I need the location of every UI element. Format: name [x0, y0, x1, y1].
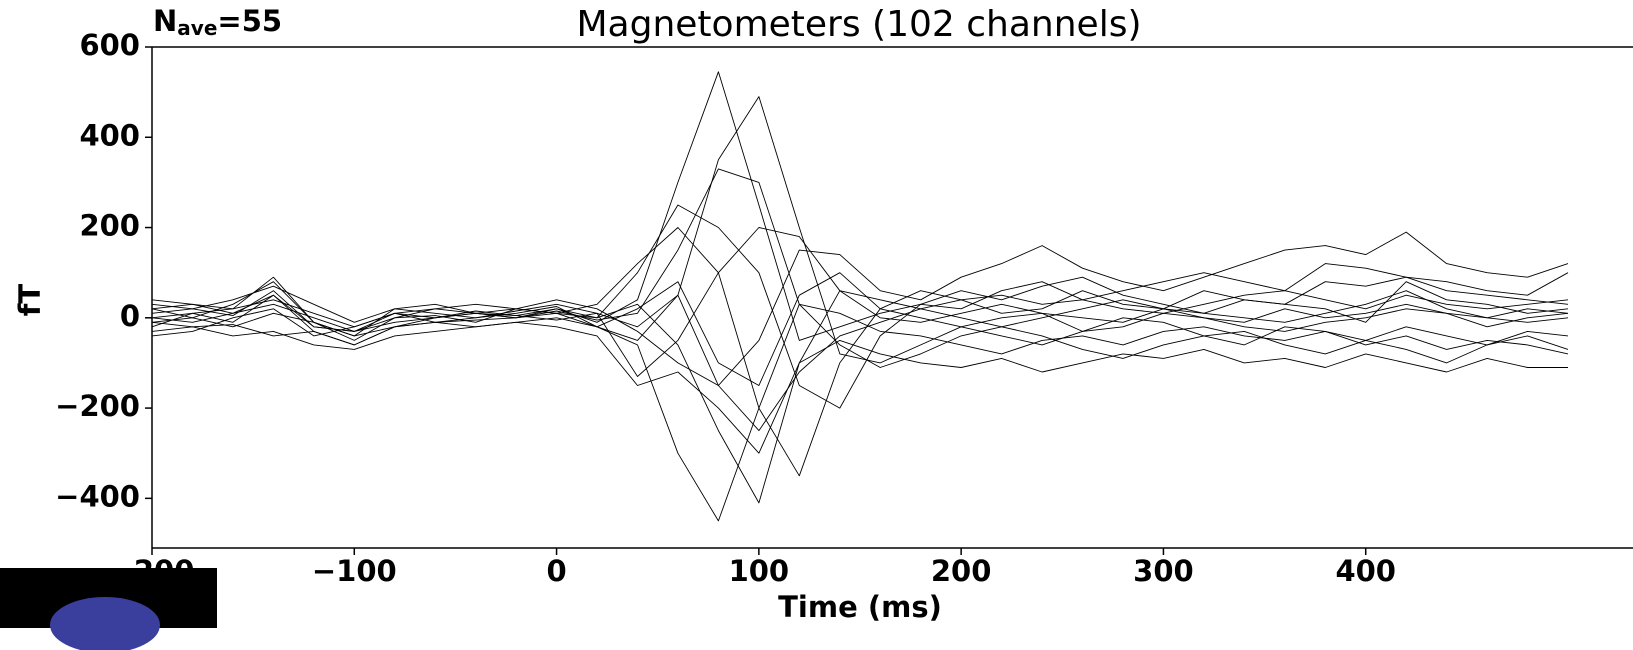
x-tick-label: 400	[1335, 554, 1396, 588]
x-tick-label: 300	[1133, 554, 1194, 588]
channel-trace	[151, 227, 1569, 477]
y-tick-label: 200	[79, 209, 140, 243]
channel-trace	[151, 272, 1569, 386]
annotation-value: =55	[217, 4, 282, 38]
channel-trace	[151, 276, 1569, 504]
brain-shape	[50, 597, 160, 650]
x-tick-label: −100	[312, 554, 397, 588]
channel-trace	[151, 231, 1569, 386]
annotation-sub: ave	[177, 16, 217, 40]
y-tick-label: −400	[55, 479, 140, 513]
channel-trace	[151, 321, 1568, 454]
y-tick-label: 0	[120, 299, 140, 333]
chart-title: Magnetometers (102 channels)	[576, 4, 1141, 45]
annotation: Nave=55	[153, 4, 282, 40]
y-tick-label: 400	[79, 118, 140, 152]
x-tick-label: 0	[546, 554, 566, 588]
channel-trace	[151, 227, 1569, 377]
x-axis-label: Time (ms)	[778, 590, 942, 624]
channel-trace	[151, 96, 1569, 364]
channel-trace	[151, 303, 1569, 522]
channel-trace	[151, 204, 1569, 409]
x-tick-label: −200	[110, 554, 195, 588]
annotation-base: N	[153, 4, 177, 38]
y-axis-label: fT	[13, 284, 47, 317]
y-tick-label: 600	[79, 28, 140, 62]
x-tick-label: 100	[729, 554, 790, 588]
y-tick-label: −200	[55, 389, 140, 423]
x-tick-label: 200	[931, 554, 992, 588]
channel-trace	[151, 294, 1569, 432]
channel-trace	[151, 71, 1569, 341]
